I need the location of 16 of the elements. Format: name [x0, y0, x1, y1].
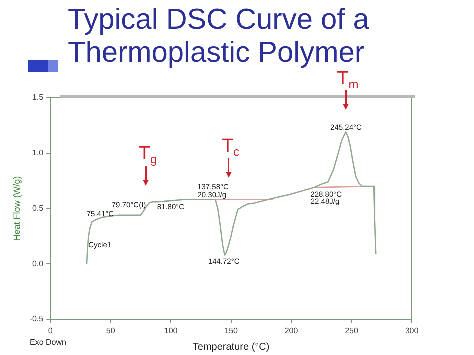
y-tick-label: 1.5 — [32, 93, 44, 102]
y-tick-label: -0.5 — [30, 314, 44, 324]
y-tick-label: 0.0 — [32, 259, 44, 268]
x-tick-label: 150 — [224, 326, 239, 336]
x-tick-label: 250 — [345, 326, 359, 336]
y-tick-label: 0.5 — [32, 204, 44, 213]
y-axis-title: Heat Flow (W/g) — [12, 176, 22, 242]
chart-title: Typical DSC Curve of a Thermoplastic Polymer — [68, 4, 370, 70]
x-tick-label: 100 — [164, 326, 178, 336]
y-tick-label: 1.0 — [32, 148, 44, 158]
x-tick-label: 0 — [48, 326, 54, 336]
x-axis-title: Temperature (°C) — [192, 342, 270, 353]
text: Exo Down — [30, 338, 66, 348]
x-tick-label: 200 — [284, 326, 299, 336]
x-tick-label: 300 — [405, 326, 420, 336]
x-tick-label: 50 — [106, 326, 116, 336]
